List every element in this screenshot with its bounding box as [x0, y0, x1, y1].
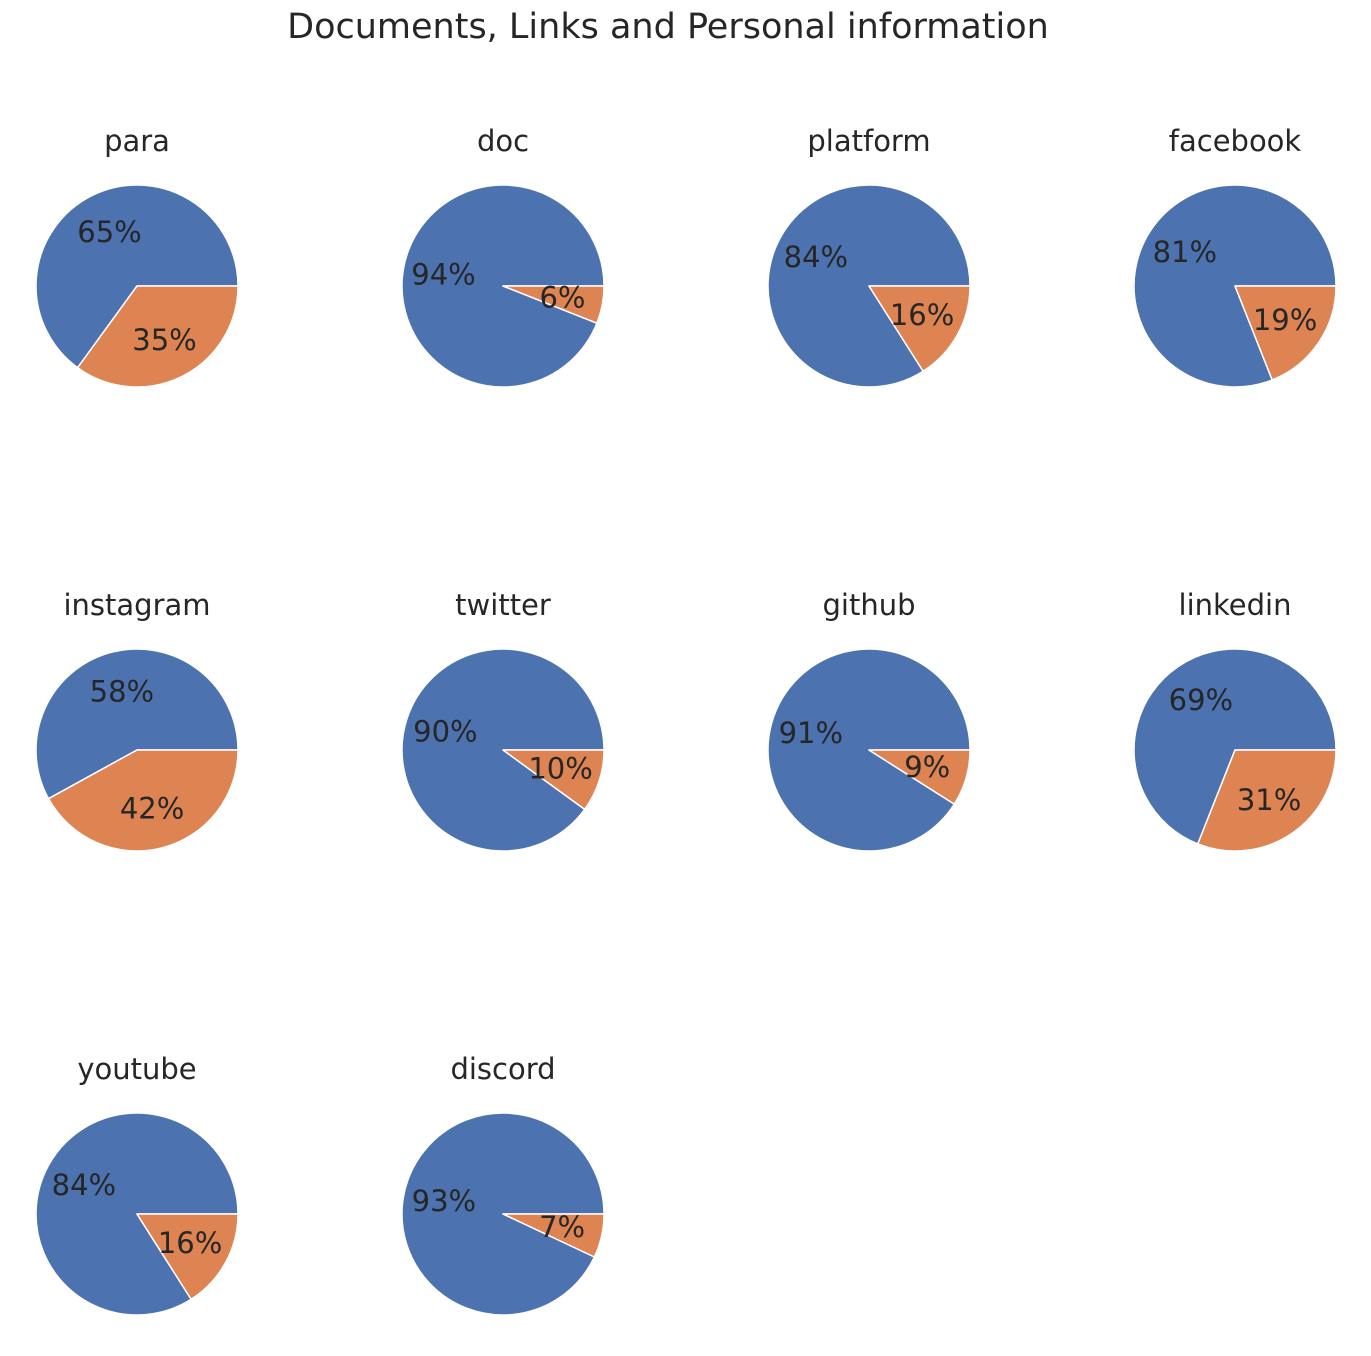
pie-label-instagram-0: 58% [90, 674, 154, 708]
pie-slice-youtube-1 [136, 1213, 239, 1301]
pie-title-github: github [822, 588, 915, 622]
pie-title-twitter: twitter [455, 588, 551, 622]
pie-github: github 91% 9% [767, 588, 971, 852]
pie-doc: doc 94% 6% [401, 124, 605, 388]
pie-slice-platform-0 [767, 184, 971, 388]
pie-label-doc-1: 6% [539, 280, 585, 314]
pie-title-para: para [104, 124, 170, 158]
pie-label-youtube-0: 84% [52, 1168, 116, 1202]
pie-label-discord-0: 93% [412, 1184, 476, 1218]
pie-label-github-1: 9% [904, 750, 950, 784]
pie-slice-github-1 [868, 749, 971, 805]
pie-slice-youtube-0 [35, 1112, 239, 1316]
pie-label-facebook-0: 81% [1153, 235, 1217, 269]
pie-label-twitter-1: 10% [528, 752, 592, 786]
pie-slice-facebook-1 [1234, 285, 1337, 381]
pie-title-instagram: instagram [63, 588, 210, 622]
pie-label-linkedin-0: 69% [1169, 683, 1233, 717]
pie-label-discord-1: 7% [539, 1210, 585, 1244]
chart-title: Documents, Links and Personal informatio… [287, 7, 1049, 47]
pie-instagram: instagram 58% 42% [35, 588, 239, 852]
pie-label-youtube-1: 16% [158, 1226, 222, 1260]
pie-label-linkedin-1: 31% [1237, 783, 1301, 817]
pie-linkedin: linkedin 69% 31% [1133, 588, 1337, 852]
pie-panels: para 65% 35% doc 94% 6% platform 84% 16% facebook… [35, 124, 1337, 1316]
pie-label-platform-0: 84% [784, 240, 848, 274]
pie-title-doc: doc [477, 124, 529, 158]
pie-slice-doc-1 [502, 285, 605, 324]
pie-slice-discord-1 [502, 1213, 605, 1258]
pie-label-facebook-1: 19% [1253, 303, 1317, 337]
pie-slice-platform-1 [868, 285, 971, 373]
pie-label-para-0: 65% [77, 215, 141, 249]
pie-label-platform-1: 16% [890, 298, 954, 332]
pie-title-facebook: facebook [1169, 124, 1302, 158]
pie-slice-linkedin-0 [1133, 648, 1337, 845]
pie-facebook: facebook 81% 19% [1133, 124, 1337, 388]
pie-para: para 65% 35% [35, 124, 239, 388]
pie-platform: platform 84% 16% [767, 124, 971, 388]
pie-youtube: youtube 84% 16% [35, 1052, 239, 1316]
pie-slice-instagram-1 [47, 749, 239, 852]
pie-slice-instagram-0 [35, 648, 239, 800]
pie-title-platform: platform [807, 124, 930, 158]
pie-twitter: twitter 90% 10% [401, 588, 605, 852]
pie-label-doc-0: 94% [411, 258, 475, 292]
pie-label-para-1: 35% [132, 323, 196, 357]
pie-label-instagram-1: 42% [120, 792, 184, 826]
pie-slice-para-0 [35, 184, 239, 369]
pie-label-github-0: 91% [779, 716, 843, 750]
pie-title-youtube: youtube [77, 1052, 196, 1086]
pie-slice-twitter-1 [502, 749, 605, 811]
pie-title-discord: discord [450, 1052, 555, 1086]
pie-slice-para-1 [76, 285, 239, 388]
pie-slice-linkedin-1 [1197, 749, 1337, 852]
pie-label-twitter-0: 90% [413, 714, 477, 748]
pie-title-linkedin: linkedin [1179, 588, 1292, 622]
pie-discord: discord 93% 7% [401, 1052, 605, 1316]
